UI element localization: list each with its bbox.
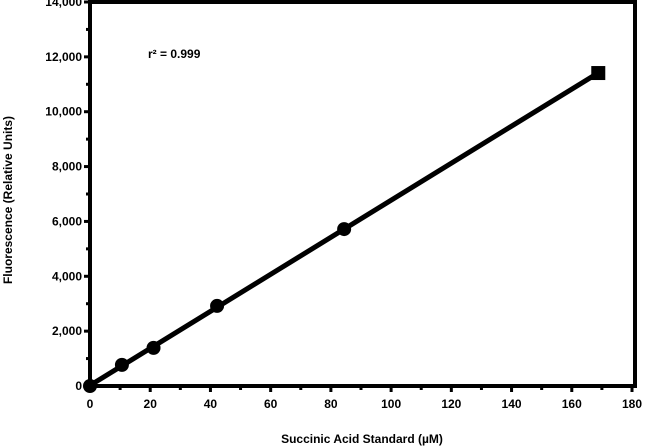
x-tick-label: 80: [324, 397, 338, 411]
x-tick-label: 40: [204, 397, 218, 411]
data-point: [146, 340, 161, 355]
y-tick-label: 4,000: [52, 269, 82, 283]
y-tick-label: 6,000: [52, 214, 82, 228]
r-squared-annotation: r² = 0.999: [148, 47, 201, 61]
y-tick-label: 12,000: [45, 50, 82, 64]
x-axis-label: Succinic Acid Standard (µM): [281, 432, 443, 446]
x-tick-label: 140: [502, 397, 522, 411]
x-tick-label: 60: [264, 397, 278, 411]
x-tick-label: 180: [622, 397, 642, 411]
data-point: [114, 357, 129, 372]
data-point: [210, 298, 225, 313]
y-tick-label: 10,000: [45, 105, 82, 119]
x-tick-label: 0: [87, 397, 94, 411]
y-tick-label: 8,000: [52, 160, 82, 174]
y-tick-label: 14,000: [45, 0, 82, 9]
y-axis-label: Fluorescence (Relative Units): [1, 116, 15, 284]
y-tick-label: 2,000: [52, 324, 82, 338]
y-tick-label: 0: [75, 379, 82, 393]
data-point: [83, 379, 97, 393]
data-point: [591, 66, 606, 81]
x-tick-label: 20: [144, 397, 158, 411]
x-tick-label: 100: [381, 397, 401, 411]
data-point: [337, 222, 352, 237]
x-tick-label: 120: [441, 397, 461, 411]
x-tick-label: 160: [562, 397, 582, 411]
